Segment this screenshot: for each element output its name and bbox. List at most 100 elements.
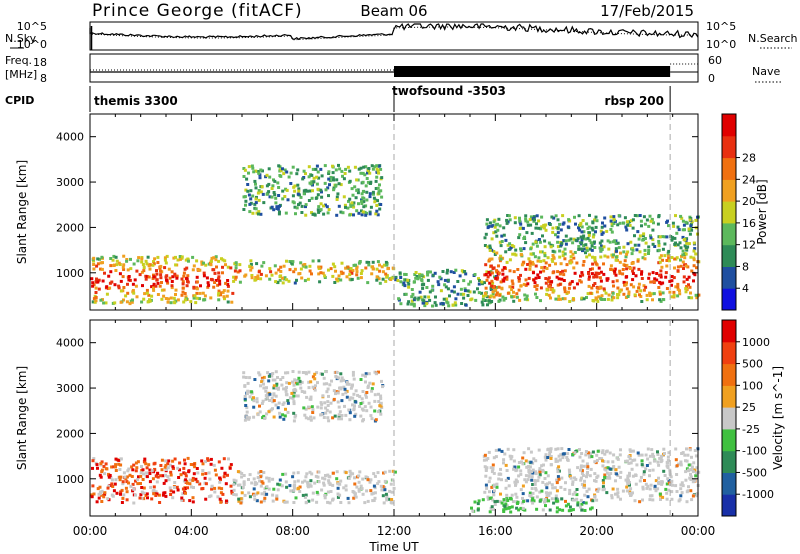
power-cell [558,255,562,259]
velocity-cell [178,461,182,465]
power-cell [206,281,210,285]
power-cell [402,281,406,285]
power-cell [252,170,256,174]
velocity-cell [488,490,491,494]
power-cell [627,293,631,297]
power-cell [364,184,368,188]
velocity-cell [361,477,365,481]
power-cell [324,188,328,192]
power-cell [643,257,647,261]
power-cell [271,184,275,188]
power-cell [254,207,258,211]
velocity-cell [261,399,265,403]
velocity-cell [656,450,659,454]
power-cell [245,177,249,181]
power-colorbar-segment [722,157,736,180]
velocity-cell [256,476,260,479]
power-cell [488,221,492,225]
power-cell [659,254,663,258]
power-cell [277,164,281,168]
power-cell [601,221,604,225]
power-cell [203,294,207,298]
power-cell [307,199,311,202]
power-cell [443,278,447,282]
velocity-cell [573,451,577,455]
velocity-cell [625,485,629,489]
power-cell [597,266,601,270]
velocity-cell [336,391,340,395]
velocity-cell [265,412,269,416]
velocity-cell [390,501,394,505]
velocity-cell [106,486,110,490]
power-cell [541,234,544,238]
power-cell [304,203,308,207]
velocity-cell [141,468,145,472]
power-cell [170,280,174,283]
velocity-cell [389,482,393,486]
power-cell [590,244,594,248]
velocity-cell [256,413,260,417]
velocity-cell [556,475,560,479]
velocity-cell [276,482,280,486]
velocity-cell [366,478,370,482]
velocity-cell [200,459,204,463]
power-cell [524,278,528,282]
power-cell [580,241,584,245]
velocity-cell [281,403,285,406]
velocity-cell [554,447,558,451]
velocity-cell [589,507,592,511]
velocity-cell [546,482,549,486]
power-cell [637,282,641,286]
velocity-cell [160,468,164,472]
velocity-cell [242,481,246,485]
velocity-cell [611,487,615,491]
power-cell [653,245,657,248]
power-cell [556,245,560,249]
power-cell [511,285,515,289]
power-cell [259,272,263,276]
velocity-cell [648,454,652,458]
power-cell [317,176,321,180]
velocity-cell [531,471,535,475]
velocity-cell [99,462,103,466]
velocity-cell [383,479,387,483]
power-cell [355,188,359,192]
power-cell [109,270,113,274]
power-cell [689,291,692,295]
power-cell [585,246,589,250]
velocity-cell [348,411,352,415]
power-cell [274,196,278,200]
power-cell [340,169,344,173]
velocity-cell [278,411,282,415]
velocity-cell [651,498,655,502]
power-cell [468,290,472,294]
power-cell [505,277,509,281]
velocity-cell [260,492,264,496]
power-cell [414,271,418,274]
velocity-cell [583,479,586,483]
velocity-cell [258,404,261,408]
power-cell [270,273,274,277]
velocity-cell [585,489,589,493]
power-cell [381,277,385,281]
power-cell [520,263,524,267]
velocity-cell [250,481,254,485]
power-cell [369,181,372,185]
power-cell [625,263,629,267]
velocity-cell [517,508,521,512]
velocity-cell [359,414,363,418]
power-cell [615,249,618,253]
power-cell [180,277,184,281]
velocity-cell [646,447,650,451]
velocity-cell [285,393,289,397]
power-cell [223,297,226,301]
velocity-cell [313,388,317,392]
velocity-cell [260,380,264,384]
power-cell [254,197,258,201]
power-cell [647,272,651,276]
power-cell [661,235,664,239]
power-cell [600,294,604,298]
velocity-cell [255,400,259,404]
power-cell [411,292,415,296]
velocity-cell [213,490,217,494]
